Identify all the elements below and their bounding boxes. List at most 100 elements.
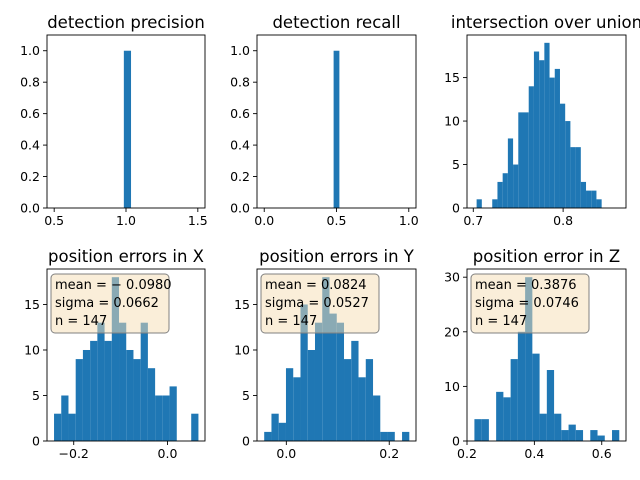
subplot-6: 0.2 0.4 0.6 0 10 20 30 position error in Z mean … — [444, 247, 627, 461]
histogram-bar — [496, 391, 504, 441]
stats-n: n = 147 — [475, 314, 527, 329]
histogram-bar — [497, 181, 503, 208]
subplot-3: 0.7 0.8 0 5 10 15 intersection over union — [444, 13, 640, 228]
subplot-title: detection recall — [272, 13, 400, 32]
histogram-bar — [568, 424, 576, 441]
histogram-bar — [565, 121, 571, 208]
histogram-bar — [119, 322, 127, 441]
y-tick-label: 0 — [452, 201, 460, 216]
histogram-bar — [293, 377, 301, 441]
histogram-bar — [351, 340, 359, 441]
histogram-bar — [590, 430, 598, 441]
histogram-bar — [533, 51, 540, 208]
histogram-bar — [481, 419, 489, 441]
histogram-bar — [402, 431, 410, 441]
x-tick-label: 0.5 — [327, 213, 347, 228]
stats-box: mean = − 0.0980 sigma = 0.0662 n = 147 — [50, 273, 172, 334]
y-tick-label: 0.2 — [230, 169, 250, 184]
histogram-bar — [271, 413, 279, 441]
y-tick-label: 15 — [444, 70, 460, 85]
stats-mean: mean = 0.0824 — [265, 278, 367, 293]
histogram-bar — [140, 322, 148, 441]
x-tick-label: −0.2 — [59, 446, 89, 461]
histogram-bar — [126, 349, 134, 441]
histogram-bar — [68, 413, 76, 441]
histogram-bar — [278, 422, 286, 441]
histogram-bar — [554, 68, 560, 208]
histogram-bar — [476, 199, 482, 208]
histogram-bar — [586, 190, 592, 208]
histogram-bar — [104, 340, 112, 441]
histogram-bar — [544, 42, 550, 208]
stats-box: mean = 0.0824 sigma = 0.0527 n = 147 — [260, 273, 380, 334]
histogram-bar — [502, 173, 508, 208]
y-tick-label: 5 — [452, 157, 460, 172]
histogram-bar — [155, 395, 163, 441]
y-tick-label: 5 — [32, 388, 40, 403]
histogram-bar — [549, 77, 555, 208]
histogram-bar — [123, 50, 132, 209]
stats-sigma: sigma = 0.0746 — [475, 296, 579, 311]
stats-box-background — [260, 273, 380, 334]
histogram-bar — [539, 413, 547, 441]
histogram-bar — [546, 370, 555, 441]
y-tick-label: 10 — [444, 114, 460, 129]
y-tick-label: 10 — [444, 379, 460, 394]
stats-mean: mean = − 0.0980 — [55, 278, 172, 293]
histogram-bar — [380, 431, 388, 441]
histogram-bar — [513, 164, 519, 208]
y-tick-label: 0.2 — [20, 169, 40, 184]
histogram-bar — [61, 395, 69, 441]
x-tick-label: 1.5 — [188, 213, 208, 228]
histogram-bar — [300, 304, 308, 441]
subplot-title: position errors in Y — [259, 247, 415, 266]
y-tick-label: 10 — [24, 342, 40, 357]
subplot-title: position error in Z — [473, 247, 620, 266]
y-tick-label: 0.8 — [20, 75, 40, 90]
stats-sigma: sigma = 0.0527 — [265, 296, 369, 311]
histogram-bar — [561, 430, 569, 441]
histogram-bar — [307, 349, 315, 441]
stats-box-background — [50, 273, 170, 334]
histogram-bar — [387, 431, 395, 441]
histogram-bar — [111, 277, 120, 441]
y-tick-label: 20 — [444, 324, 460, 339]
histogram-bar — [336, 322, 345, 441]
stats-n: n = 147 — [55, 314, 107, 329]
histogram-bar — [82, 349, 91, 441]
histogram-bar — [525, 277, 533, 441]
y-tick-label: 0.8 — [230, 75, 250, 90]
subplot-1: 0.5 1.0 1.5 0.0 0.2 0.4 0.6 0.8 1.0 detection pre… — [20, 13, 208, 228]
histogram-bar — [264, 431, 272, 441]
stats-box: mean = 0.3876 sigma = 0.0746 n = 147 — [470, 273, 590, 334]
histogram-bar — [510, 359, 518, 441]
histogram-bar — [169, 386, 177, 441]
histogram-bar — [532, 353, 540, 441]
subplot-5: 0.0 0.2 0 5 10 15 position errors in Y mean = 0… — [234, 247, 417, 461]
x-tick-label: 0.2 — [379, 446, 399, 461]
x-tick-label: 1.0 — [399, 213, 419, 228]
histogram-bar — [191, 413, 199, 441]
histogram-bar — [373, 395, 381, 441]
histogram-bar — [285, 368, 294, 441]
histogram-bar — [523, 112, 529, 208]
x-tick-label: 0.2 — [457, 446, 477, 461]
histogram-bar — [358, 377, 366, 441]
histogram-bar — [528, 86, 534, 208]
histogram-bar — [322, 277, 330, 441]
histogram-bar — [575, 147, 581, 208]
y-tick-label: 15 — [24, 297, 40, 312]
subplot-4: −0.2 0.0 0 5 10 15 position errors in X mean = … — [24, 247, 206, 461]
y-tick-label: 5 — [242, 388, 250, 403]
y-tick-label: 0.6 — [20, 106, 40, 121]
x-tick-label: 0.7 — [463, 213, 483, 228]
y-tick-label: 0 — [452, 434, 460, 449]
y-tick-label: 0 — [32, 434, 40, 449]
y-tick-label: 0.0 — [230, 201, 250, 216]
y-tick-label: 30 — [444, 270, 460, 285]
histogram-bar — [517, 331, 526, 441]
y-tick-label: 0.4 — [20, 138, 40, 153]
stats-sigma: sigma = 0.0662 — [55, 296, 159, 311]
y-tick-label: 1.0 — [230, 43, 250, 58]
histogram-bar — [314, 322, 323, 441]
